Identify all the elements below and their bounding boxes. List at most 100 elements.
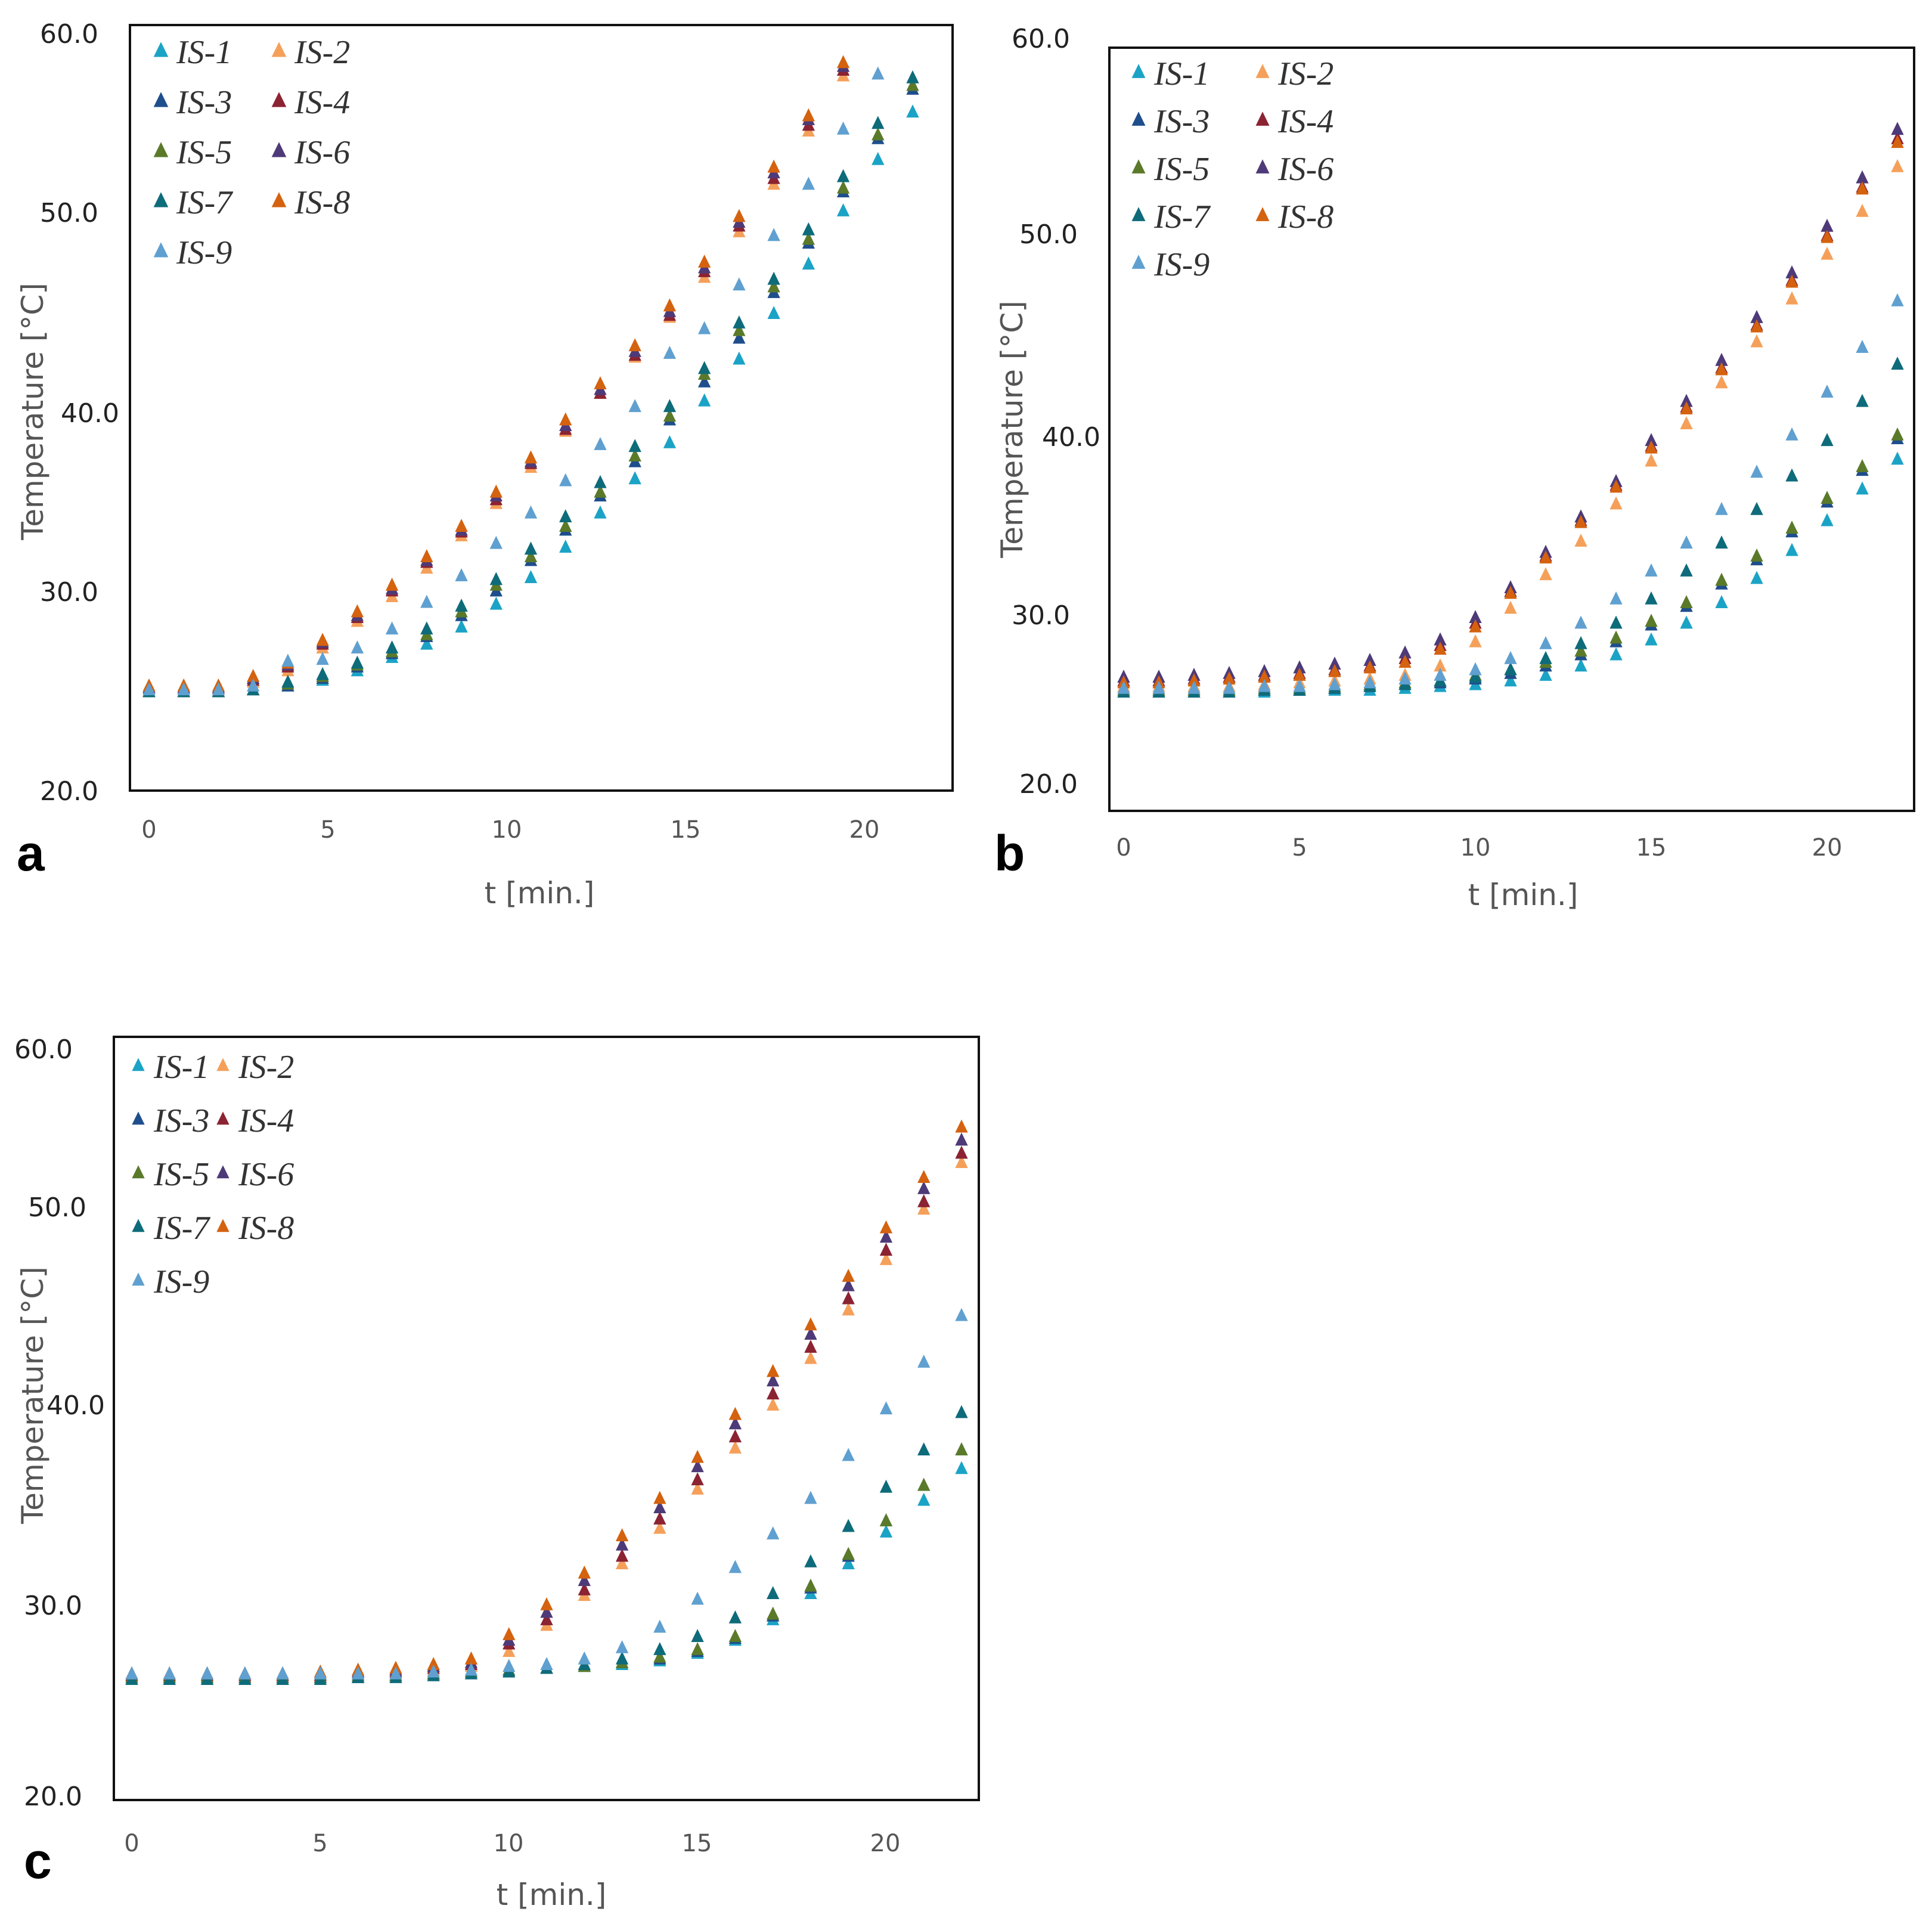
data-point [1645, 433, 1658, 447]
x-axis-label: t [min.] [1468, 878, 1579, 912]
ytick-label: 50.0 [1019, 219, 1078, 250]
data-point [578, 1651, 591, 1665]
data-point [804, 1350, 817, 1364]
data-point [653, 1520, 666, 1534]
data-point [1645, 563, 1658, 577]
data-point [1891, 451, 1904, 465]
data-point [1504, 673, 1517, 687]
series-is-9 [1117, 293, 1904, 694]
data-point [615, 1651, 629, 1665]
legend-marker-icon [1255, 159, 1270, 174]
legend: IS-1 IS-2 IS-3 IS-4 IS-5 IS-6 IS-7 IS-8 IS-9 [153, 34, 350, 271]
data-point [879, 1513, 893, 1526]
legend-item-is-6: IS-6 [216, 1156, 294, 1193]
y-axis-label: Temperature [°C] [15, 1266, 50, 1525]
data-point [697, 255, 711, 268]
data-point [653, 1649, 666, 1663]
data-point [691, 1449, 704, 1463]
legend-label: IS-4 [294, 84, 350, 121]
legend-marker-icon [216, 1111, 230, 1125]
chart-panel-c: 20.0 30.0 40.0 50.0 60.0 0 5 10 15 20 t … [14, 1034, 980, 1912]
data-point [879, 1229, 893, 1243]
y-axis-label: Temperature [°C] [15, 283, 50, 541]
data-point [1610, 496, 1623, 510]
data-point [728, 1416, 742, 1430]
data-point [464, 1662, 478, 1676]
data-point [489, 572, 503, 585]
data-point [628, 399, 641, 413]
data-point [728, 1429, 742, 1443]
legend-marker-icon [153, 242, 169, 258]
data-point [697, 321, 711, 334]
data-point [872, 127, 885, 141]
data-point [1398, 645, 1412, 659]
data-point [1821, 246, 1834, 260]
legend-label: IS-7 [153, 1210, 210, 1247]
data-point [879, 1524, 893, 1538]
data-point [879, 1401, 893, 1415]
legend-marker-icon [1131, 159, 1146, 174]
legend-item-is-8: IS-8 [1255, 199, 1334, 236]
data-point [389, 1666, 402, 1680]
data-point [594, 484, 607, 498]
data-point [1856, 203, 1869, 217]
data-point [316, 652, 329, 665]
ytick-label: 20.0 [1019, 769, 1078, 800]
series-is-9 [142, 66, 885, 696]
data-point [1680, 615, 1693, 629]
data-point [316, 633, 329, 646]
data-point [455, 598, 468, 612]
data-point [1539, 636, 1552, 649]
data-point [733, 351, 746, 365]
data-point [917, 1201, 931, 1215]
legend-marker-icon [1255, 207, 1270, 221]
xtick-label: 20 [1812, 834, 1843, 862]
series-is-1 [125, 1461, 968, 1683]
data-point [427, 1664, 440, 1678]
data-point [842, 1547, 855, 1560]
data-point [842, 1291, 855, 1305]
data-point [1187, 673, 1201, 687]
data-point [125, 1666, 138, 1680]
legend-marker-icon [216, 1165, 230, 1179]
data-point [594, 376, 607, 389]
data-point [1434, 642, 1447, 655]
ytick-label: 40.0 [1042, 422, 1100, 453]
data-point [691, 1459, 704, 1473]
data-point [1117, 680, 1130, 694]
data-point [836, 55, 850, 69]
legend-item-is-3: IS-3 [132, 1102, 209, 1139]
data-point [1645, 614, 1658, 627]
data-point [427, 1657, 440, 1670]
data-point [314, 1666, 327, 1680]
legend-item-is-8: IS-8 [271, 184, 350, 221]
data-point [1856, 394, 1869, 407]
legend-label: IS-9 [153, 1263, 209, 1300]
data-point [906, 70, 919, 83]
data-point [872, 116, 885, 129]
legend-item-is-4: IS-4 [1255, 103, 1334, 140]
data-point [1680, 595, 1693, 608]
legend-label: IS-5 [153, 1156, 209, 1193]
legend-label: IS-2 [1277, 55, 1334, 92]
legend-label: IS-1 [176, 34, 232, 71]
ytick-label: 30.0 [24, 1591, 82, 1621]
data-point [559, 412, 572, 426]
ytick-label: 30.0 [40, 577, 98, 608]
legend-label: IS-7 [176, 184, 233, 221]
data-point [1750, 319, 1763, 333]
legend-label: IS-6 [294, 134, 350, 171]
data-point [385, 621, 399, 635]
data-point [1469, 670, 1482, 683]
data-point [1363, 652, 1376, 666]
data-point [1750, 334, 1763, 348]
data-point [1469, 610, 1482, 623]
data-point [420, 594, 433, 608]
data-point [420, 636, 433, 650]
xtick-label: 15 [1636, 834, 1667, 862]
data-point [464, 1651, 478, 1665]
series-is-7 [142, 70, 919, 698]
data-point [804, 1340, 817, 1353]
data-point [872, 151, 885, 165]
plot-frame-a [129, 24, 954, 792]
